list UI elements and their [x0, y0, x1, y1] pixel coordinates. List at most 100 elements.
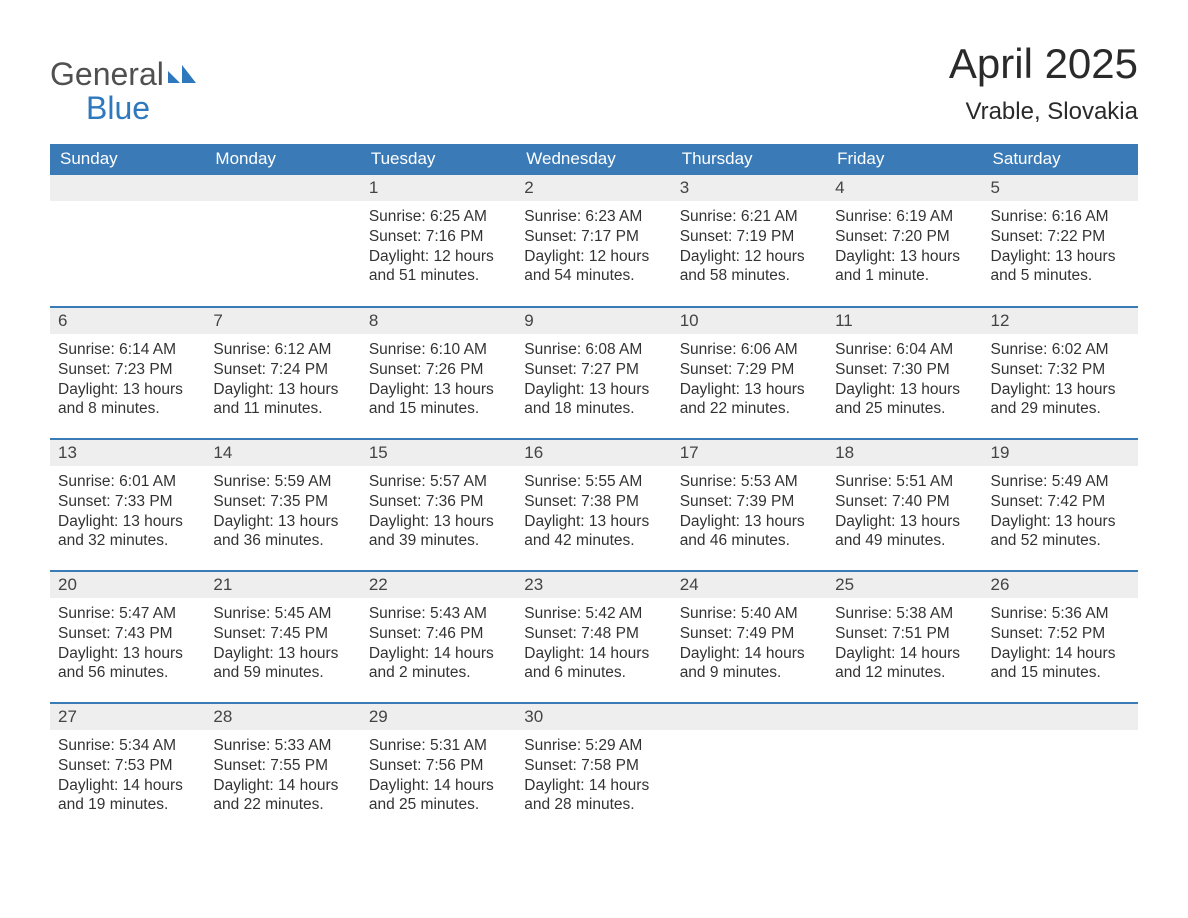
calendar-body: 1Sunrise: 6:25 AMSunset: 7:16 PMDaylight… [50, 175, 1138, 835]
day-cell: 2Sunrise: 6:23 AMSunset: 7:17 PMDaylight… [516, 175, 671, 307]
day-data: Sunrise: 5:36 AMSunset: 7:52 PMDaylight:… [983, 598, 1138, 687]
daylight-line2: and 46 minutes. [680, 531, 819, 551]
day-cell [827, 703, 982, 835]
daylight-line2: and 15 minutes. [369, 399, 508, 419]
day-cell: 29Sunrise: 5:31 AMSunset: 7:56 PMDayligh… [361, 703, 516, 835]
daylight-line1: Daylight: 12 hours [369, 247, 508, 267]
daylight-line2: and 19 minutes. [58, 795, 197, 815]
day-number: 14 [205, 440, 360, 466]
day-cell [672, 703, 827, 835]
sunrise-text: Sunrise: 6:04 AM [835, 340, 974, 360]
sunset-text: Sunset: 7:49 PM [680, 624, 819, 644]
sunrise-text: Sunrise: 5:49 AM [991, 472, 1130, 492]
day-cell: 14Sunrise: 5:59 AMSunset: 7:35 PMDayligh… [205, 439, 360, 571]
day-number: 22 [361, 572, 516, 598]
day-cell [50, 175, 205, 307]
daylight-line1: Daylight: 14 hours [835, 644, 974, 664]
day-number: 3 [672, 175, 827, 201]
daylight-line2: and 12 minutes. [835, 663, 974, 683]
daylight-line1: Daylight: 13 hours [991, 380, 1130, 400]
sunrise-text: Sunrise: 5:43 AM [369, 604, 508, 624]
day-number: 26 [983, 572, 1138, 598]
brand-text: General Blue [50, 56, 196, 125]
daylight-line2: and 8 minutes. [58, 399, 197, 419]
sunset-text: Sunset: 7:19 PM [680, 227, 819, 247]
sunset-text: Sunset: 7:23 PM [58, 360, 197, 380]
sunrise-text: Sunrise: 5:40 AM [680, 604, 819, 624]
day-number-empty [672, 704, 827, 730]
sunrise-text: Sunrise: 5:53 AM [680, 472, 819, 492]
sunset-text: Sunset: 7:17 PM [524, 227, 663, 247]
sunrise-text: Sunrise: 6:23 AM [524, 207, 663, 227]
daylight-line1: Daylight: 13 hours [835, 247, 974, 267]
sunrise-text: Sunrise: 5:33 AM [213, 736, 352, 756]
day-number: 24 [672, 572, 827, 598]
day-data: Sunrise: 5:51 AMSunset: 7:40 PMDaylight:… [827, 466, 982, 555]
day-header: Saturday [983, 144, 1138, 175]
daylight-line1: Daylight: 14 hours [213, 776, 352, 796]
sunset-text: Sunset: 7:27 PM [524, 360, 663, 380]
day-data: Sunrise: 5:55 AMSunset: 7:38 PMDaylight:… [516, 466, 671, 555]
sunset-text: Sunset: 7:42 PM [991, 492, 1130, 512]
day-cell: 11Sunrise: 6:04 AMSunset: 7:30 PMDayligh… [827, 307, 982, 439]
daylight-line1: Daylight: 13 hours [213, 644, 352, 664]
day-data: Sunrise: 5:40 AMSunset: 7:49 PMDaylight:… [672, 598, 827, 687]
day-number-empty [827, 704, 982, 730]
daylight-line1: Daylight: 14 hours [58, 776, 197, 796]
sunset-text: Sunset: 7:58 PM [524, 756, 663, 776]
daylight-line2: and 25 minutes. [369, 795, 508, 815]
daylight-line2: and 51 minutes. [369, 266, 508, 286]
day-number: 11 [827, 308, 982, 334]
day-cell: 21Sunrise: 5:45 AMSunset: 7:45 PMDayligh… [205, 571, 360, 703]
day-number: 9 [516, 308, 671, 334]
day-cell: 4Sunrise: 6:19 AMSunset: 7:20 PMDaylight… [827, 175, 982, 307]
day-cell [983, 703, 1138, 835]
daylight-line2: and 59 minutes. [213, 663, 352, 683]
daylight-line1: Daylight: 13 hours [680, 512, 819, 532]
week-row: 1Sunrise: 6:25 AMSunset: 7:16 PMDaylight… [50, 175, 1138, 307]
day-number: 19 [983, 440, 1138, 466]
day-cell: 6Sunrise: 6:14 AMSunset: 7:23 PMDaylight… [50, 307, 205, 439]
day-cell: 23Sunrise: 5:42 AMSunset: 7:48 PMDayligh… [516, 571, 671, 703]
day-cell: 27Sunrise: 5:34 AMSunset: 7:53 PMDayligh… [50, 703, 205, 835]
daylight-line2: and 6 minutes. [524, 663, 663, 683]
daylight-line2: and 15 minutes. [991, 663, 1130, 683]
day-data: Sunrise: 6:14 AMSunset: 7:23 PMDaylight:… [50, 334, 205, 423]
day-number: 15 [361, 440, 516, 466]
day-data: Sunrise: 5:31 AMSunset: 7:56 PMDaylight:… [361, 730, 516, 819]
day-data: Sunrise: 5:47 AMSunset: 7:43 PMDaylight:… [50, 598, 205, 687]
daylight-line1: Daylight: 13 hours [58, 644, 197, 664]
sunset-text: Sunset: 7:24 PM [213, 360, 352, 380]
sunset-text: Sunset: 7:55 PM [213, 756, 352, 776]
brand-word-blue: Blue [86, 90, 150, 126]
daylight-line1: Daylight: 13 hours [213, 380, 352, 400]
daylight-line1: Daylight: 14 hours [369, 644, 508, 664]
day-cell: 13Sunrise: 6:01 AMSunset: 7:33 PMDayligh… [50, 439, 205, 571]
day-cell: 18Sunrise: 5:51 AMSunset: 7:40 PMDayligh… [827, 439, 982, 571]
sunrise-text: Sunrise: 5:59 AM [213, 472, 352, 492]
day-cell: 20Sunrise: 5:47 AMSunset: 7:43 PMDayligh… [50, 571, 205, 703]
day-number: 23 [516, 572, 671, 598]
day-data: Sunrise: 5:33 AMSunset: 7:55 PMDaylight:… [205, 730, 360, 819]
sunset-text: Sunset: 7:45 PM [213, 624, 352, 644]
day-cell: 10Sunrise: 6:06 AMSunset: 7:29 PMDayligh… [672, 307, 827, 439]
sunset-text: Sunset: 7:48 PM [524, 624, 663, 644]
day-data: Sunrise: 5:38 AMSunset: 7:51 PMDaylight:… [827, 598, 982, 687]
daylight-line1: Daylight: 14 hours [524, 776, 663, 796]
sunrise-text: Sunrise: 6:19 AM [835, 207, 974, 227]
day-data: Sunrise: 6:04 AMSunset: 7:30 PMDaylight:… [827, 334, 982, 423]
day-number: 7 [205, 308, 360, 334]
week-row: 27Sunrise: 5:34 AMSunset: 7:53 PMDayligh… [50, 703, 1138, 835]
month-title: April 2025 [949, 40, 1138, 88]
day-cell: 12Sunrise: 6:02 AMSunset: 7:32 PMDayligh… [983, 307, 1138, 439]
day-cell: 16Sunrise: 5:55 AMSunset: 7:38 PMDayligh… [516, 439, 671, 571]
day-data: Sunrise: 6:19 AMSunset: 7:20 PMDaylight:… [827, 201, 982, 290]
sunrise-text: Sunrise: 6:01 AM [58, 472, 197, 492]
sunset-text: Sunset: 7:46 PM [369, 624, 508, 644]
daylight-line2: and 25 minutes. [835, 399, 974, 419]
daylight-line2: and 29 minutes. [991, 399, 1130, 419]
day-data: Sunrise: 6:02 AMSunset: 7:32 PMDaylight:… [983, 334, 1138, 423]
daylight-line2: and 11 minutes. [213, 399, 352, 419]
sunrise-text: Sunrise: 5:29 AM [524, 736, 663, 756]
sunset-text: Sunset: 7:56 PM [369, 756, 508, 776]
